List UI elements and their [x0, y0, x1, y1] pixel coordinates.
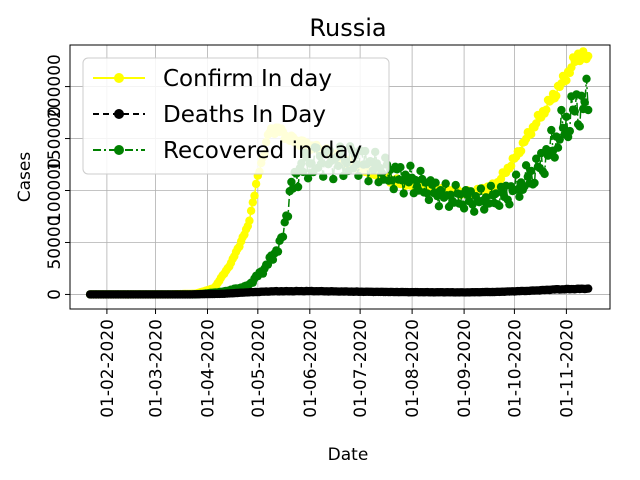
- legend-marker: [114, 109, 124, 119]
- data-point: [424, 195, 434, 205]
- x-tick-label: 01-07-2020: [351, 319, 371, 418]
- data-point: [527, 130, 536, 139]
- data-point: [505, 200, 514, 209]
- plot-frame: [69, 44, 611, 310]
- data-point: [540, 169, 549, 179]
- data-point: [248, 198, 257, 207]
- data-point: [273, 247, 283, 256]
- data-point: [387, 176, 397, 185]
- data-point: [550, 153, 559, 162]
- data-point: [565, 126, 574, 136]
- data-point: [584, 51, 593, 61]
- legend: Confirm In day Deaths In Day Recovered in …: [82, 57, 390, 175]
- data-point: [491, 189, 501, 198]
- data-point: [399, 189, 408, 198]
- chart-title: Russia: [309, 14, 386, 42]
- data-point: [557, 105, 566, 115]
- data-point: [562, 112, 571, 122]
- x-tick-label: 01-04-2020: [199, 319, 219, 418]
- data-point: [389, 184, 398, 194]
- x-tick-label: 01-03-2020: [147, 319, 167, 418]
- data-point: [584, 105, 593, 115]
- data-point: [527, 166, 536, 176]
- data-point: [319, 172, 328, 181]
- data-point: [580, 98, 589, 107]
- y-tick-label: 50000: [45, 215, 65, 269]
- data-point: [283, 212, 293, 221]
- data-point: [278, 232, 288, 241]
- data-point: [364, 177, 373, 186]
- data-point: [506, 161, 516, 171]
- data-point: [577, 91, 586, 101]
- x-tick-label: 01-02-2020: [98, 319, 118, 418]
- legend-label: Deaths In Day: [163, 102, 326, 128]
- data-point: [486, 181, 496, 191]
- data-point: [553, 143, 563, 152]
- legend-label: Confirm In day: [163, 66, 332, 92]
- data-point: [515, 192, 524, 201]
- data-point: [542, 105, 551, 114]
- axis-ticks: 01-02-2020 01-03-2020 01-04-2020 01-05-2020…: [45, 54, 577, 418]
- data-point: [246, 206, 256, 215]
- x-tick-label: 01-06-2020: [301, 319, 321, 418]
- data-point: [329, 174, 338, 184]
- data-point: [451, 180, 460, 190]
- data-point: [570, 107, 579, 116]
- y-tick-label: 200000: [45, 54, 65, 119]
- y-tick-label: 100000: [45, 158, 65, 223]
- data-point: [495, 201, 504, 210]
- x-axis-label: Date: [328, 445, 369, 465]
- data-point: [423, 189, 432, 198]
- data-point: [562, 76, 571, 85]
- data-point: [481, 193, 491, 202]
- data-point: [245, 216, 254, 225]
- data-point: [521, 161, 531, 170]
- data-point: [555, 135, 564, 144]
- x-tick-label: 01-05-2020: [249, 319, 269, 418]
- data-point: [476, 184, 486, 193]
- legend-marker: [114, 73, 124, 83]
- data-point: [406, 161, 415, 170]
- data-point: [511, 170, 521, 179]
- data-point: [516, 146, 526, 156]
- data-point: [532, 154, 541, 163]
- data-point: [459, 204, 469, 213]
- data-point: [268, 255, 278, 264]
- y-tick-label: 0: [45, 289, 65, 300]
- y-tick-label: 150000: [45, 106, 65, 171]
- data-point: [558, 123, 568, 133]
- data-point: [584, 284, 593, 293]
- data-point: [552, 91, 561, 101]
- legend-marker: [114, 145, 124, 155]
- data-point: [470, 207, 479, 216]
- x-tick-label: 01-11-2020: [557, 319, 577, 418]
- data-point: [251, 179, 261, 189]
- data-point: [575, 122, 584, 131]
- legend-box: [82, 57, 390, 175]
- data-point: [416, 166, 425, 176]
- data-point: [250, 191, 259, 200]
- data-point: [434, 202, 444, 211]
- data-point: [396, 163, 405, 172]
- x-tick-label: 01-09-2020: [455, 319, 475, 418]
- data-point: [431, 178, 440, 187]
- x-tick-label: 01-10-2020: [505, 319, 525, 418]
- data-point: [582, 74, 591, 84]
- data-point: [547, 125, 556, 135]
- y-axis-label: Cases: [15, 152, 35, 203]
- data-point: [293, 182, 303, 192]
- series-1: [85, 284, 593, 299]
- data-point: [441, 179, 450, 188]
- data-point: [530, 178, 539, 188]
- x-tick-label: 01-08-2020: [403, 319, 423, 418]
- legend-label: Recovered in day: [163, 138, 362, 164]
- data-point: [287, 177, 296, 187]
- data-point: [303, 174, 313, 183]
